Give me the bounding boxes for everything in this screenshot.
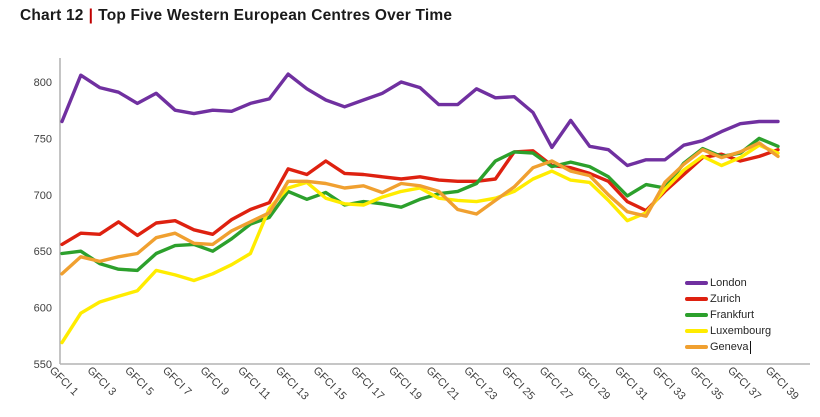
legend-swatch-icon bbox=[685, 328, 708, 334]
x-tick-label: GFCI 15 bbox=[311, 365, 349, 403]
legend-label: Geneva bbox=[710, 341, 749, 353]
series-line-frankfurt bbox=[60, 136, 780, 273]
x-tick-label: GFCI 29 bbox=[574, 365, 612, 403]
chart-number: Chart 12 bbox=[20, 7, 84, 24]
x-tick-label: GFCI 13 bbox=[273, 365, 311, 403]
x-tick-label: GFCI 21 bbox=[424, 365, 462, 403]
x-tick-label: GFCI 25 bbox=[499, 365, 537, 403]
legend-swatch-icon bbox=[685, 312, 708, 318]
series-line-london bbox=[60, 72, 780, 168]
y-tick-label: 550 bbox=[34, 359, 52, 371]
x-tick-label: GFCI 5 bbox=[122, 365, 156, 399]
text-cursor bbox=[749, 340, 751, 354]
x-tick-label: GFCI 19 bbox=[386, 365, 424, 403]
x-tick-label: GFCI 39 bbox=[763, 365, 801, 403]
x-tick-label: GFCI 35 bbox=[687, 365, 725, 403]
x-tick-label: GFCI 33 bbox=[650, 365, 688, 403]
x-tick-label: GFCI 23 bbox=[461, 365, 499, 403]
y-tick-label: 700 bbox=[34, 190, 52, 202]
legend-item-frankfurt: Frankfurt bbox=[685, 307, 771, 323]
legend-label: Zurich bbox=[710, 293, 741, 305]
series-line-zurich bbox=[60, 147, 780, 247]
legend-item-london: London bbox=[685, 275, 771, 291]
legend-item-geneva: Geneva bbox=[685, 339, 771, 355]
legend-label: London bbox=[710, 277, 747, 289]
x-tick-label: GFCI 9 bbox=[198, 365, 232, 399]
x-tick-label: GFCI 31 bbox=[612, 365, 650, 403]
legend-swatch-icon bbox=[685, 296, 708, 302]
x-tick-label: GFCI 17 bbox=[348, 365, 386, 403]
y-tick-label: 600 bbox=[34, 303, 52, 315]
y-tick-label: 650 bbox=[34, 246, 52, 258]
legend: London Zurich Frankfurt Luxembourg Geneva bbox=[685, 275, 771, 355]
chart-title-text: Top Five Western European Centres Over T… bbox=[98, 7, 453, 24]
x-tick-label: GFCI 3 bbox=[85, 365, 119, 399]
chart-title: Chart 12 | Top Five Western European Centr… bbox=[20, 7, 452, 25]
x-tick-label: GFCI 37 bbox=[725, 365, 763, 403]
x-tick-label: GFCI 7 bbox=[160, 365, 194, 399]
y-tick-label: 750 bbox=[34, 133, 52, 145]
series-line-geneva bbox=[60, 141, 780, 276]
legend-label: Luxembourg bbox=[710, 325, 772, 337]
legend-item-luxembourg: Luxembourg bbox=[685, 323, 771, 339]
legend-label: Frankfurt bbox=[710, 309, 755, 321]
title-separator-icon: | bbox=[88, 7, 94, 24]
legend-item-zurich: Zurich bbox=[685, 291, 771, 307]
legend-swatch-icon bbox=[685, 280, 708, 286]
x-tick-label: GFCI 27 bbox=[537, 365, 575, 403]
y-tick-label: 800 bbox=[34, 77, 52, 89]
x-tick-label: GFCI 11 bbox=[235, 365, 272, 402]
x-tick-label: GFCI 1 bbox=[47, 365, 81, 399]
legend-swatch-icon bbox=[685, 344, 708, 350]
